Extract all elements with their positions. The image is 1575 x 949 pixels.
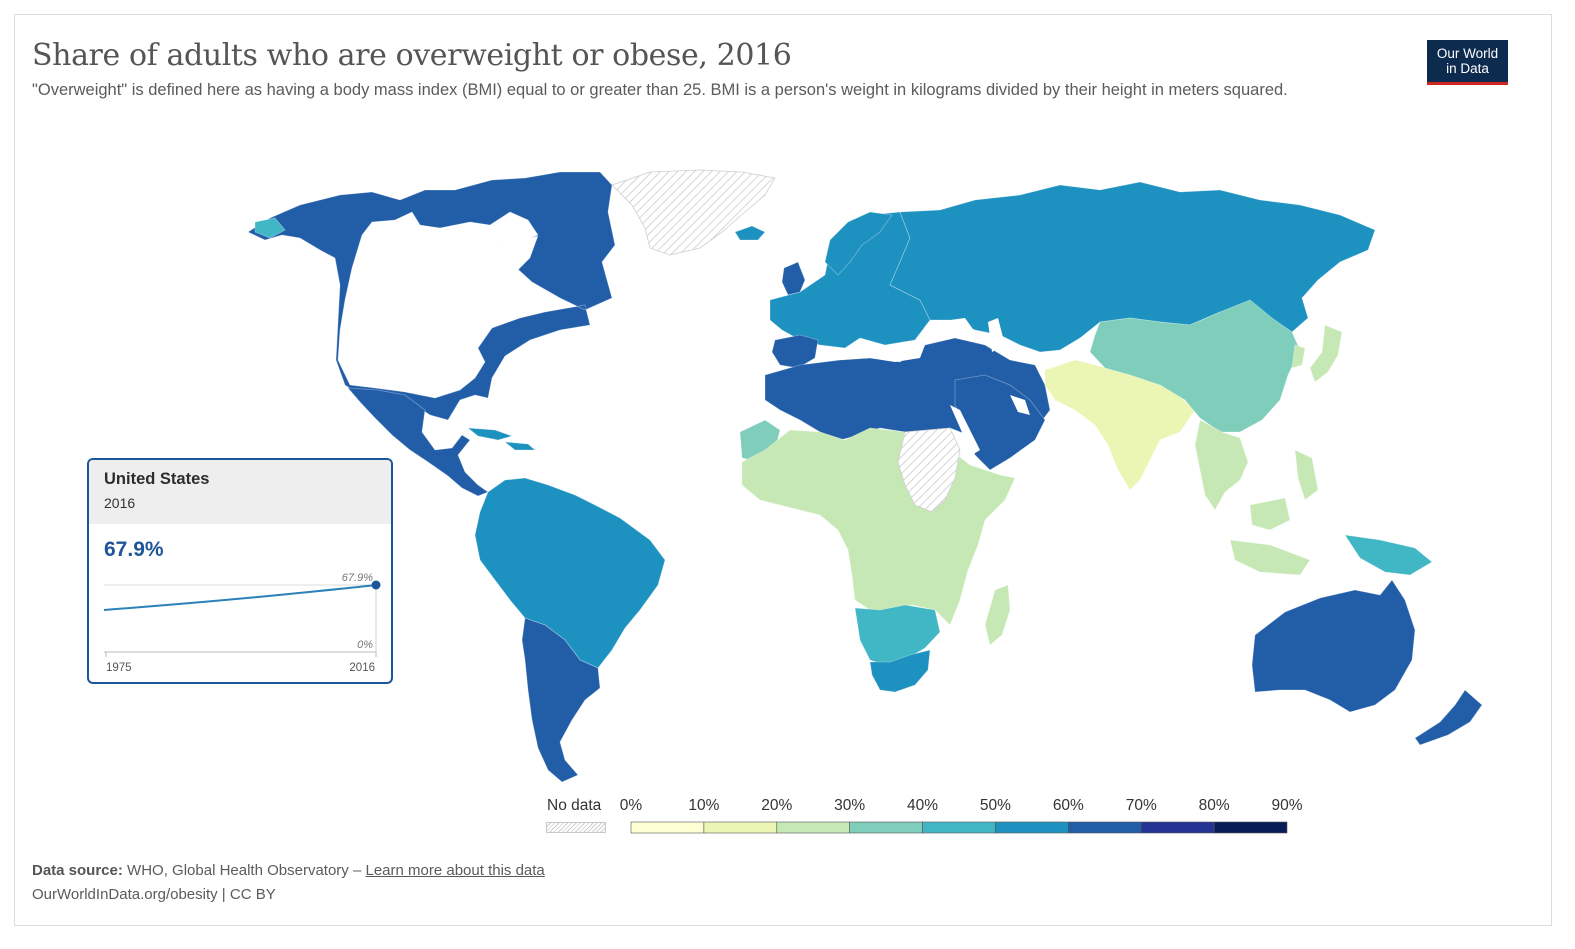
sparkline-x-start: 1975 [106,662,132,674]
learn-more-link[interactable]: Learn more about this data [365,862,545,879]
region-papua[interactable] [1344,534,1433,576]
legend-bin-0[interactable] [630,821,705,834]
legend-bin-5[interactable] [995,821,1069,834]
owid-logo[interactable]: Our World in Data [1427,40,1508,85]
region-iceland[interactable] [734,225,766,241]
mediterranean-sea [815,345,925,362]
region-southern-africa[interactable] [854,604,941,666]
chart-title: Share of adults who are overweight or ob… [32,38,792,73]
legend-tick-2: 20% [761,797,793,814]
chart-subtitle: "Overweight" is defined here as having a… [32,81,1288,99]
caspian-sea [988,318,1005,352]
legend-bin-3[interactable] [849,821,923,834]
region-new-zealand[interactable] [1414,689,1483,746]
region-greenland[interactable] [611,169,776,256]
region-japan[interactable] [1291,324,1343,383]
region-southern-cone[interactable] [521,617,601,783]
chart-frame [14,14,1552,926]
region-southeast-asia[interactable] [1194,419,1319,576]
legend-bin-8[interactable] [1213,821,1288,834]
legend-bin-1[interactable] [703,821,778,834]
region-south-america-north[interactable] [474,477,666,669]
site-url[interactable]: OurWorldInData.org/obesity | CC BY [32,886,276,903]
region-australia[interactable] [1251,579,1416,713]
legend-tick-5: 50% [979,797,1011,814]
legend-bin-2[interactable] [776,821,850,834]
source-label: Data source: [32,862,123,879]
region-madagascar[interactable] [984,584,1011,646]
region-sahel-central-africa[interactable] [741,427,1016,626]
region-china[interactable] [1089,299,1301,433]
region-north-america[interactable] [247,171,616,421]
region-alaska-islands[interactable] [254,217,286,239]
tooltip-value: 67.9% [104,538,164,561]
legend-bin-4[interactable] [922,821,996,834]
legend-tick-8: 80% [1198,797,1230,814]
tooltip-country: United States [104,470,210,488]
region-caribbean[interactable] [466,427,537,451]
sparkline-zero-label: 0% [357,639,373,651]
legend-tick-6: 60% [1052,797,1084,814]
region-iberia[interactable] [771,334,819,369]
sparkline-line [103,584,377,611]
region-scandinavia[interactable] [824,211,893,276]
legend-bin-6[interactable] [1068,821,1142,834]
hudson-bay [500,236,538,270]
sparkline-end-label: 67.9% [342,572,373,584]
black-sea [935,318,975,338]
legend-tick-0: 0% [619,797,643,814]
country-tooltip: United States 2016 67.9% 67.9% 0% 1975 2… [87,458,393,684]
legend-tick-3: 30% [834,797,866,814]
sparkline-x-end: 2016 [349,662,375,674]
tooltip-sparkline: 67.9% 0% 1975 2016 [103,572,381,674]
data-source: Data source: WHO, Global Health Observat… [32,862,545,879]
source-text: WHO, Global Health Observatory – [127,862,362,879]
legend-tick-4: 40% [907,797,939,814]
region-south-africa[interactable] [869,649,931,693]
legend-tick-9: 90% [1271,797,1303,814]
region-mexico-central-america[interactable] [347,387,489,497]
tooltip-header: United States 2016 [89,460,391,524]
legend-color-scale [630,821,1288,834]
legend-tick-1: 10% [688,797,720,814]
logo-line-1: Our World [1436,46,1499,61]
sparkline-endpoint [371,580,381,590]
legend-bin-7[interactable] [1140,821,1215,834]
logo-line-2: in Data [1446,61,1489,76]
region-uk[interactable] [781,261,806,296]
red-sea [950,405,980,455]
persian-gulf [1010,395,1030,415]
region-sudan[interactable] [897,427,961,513]
legend-no-data-label: No data [547,797,602,814]
tooltip-year: 2016 [104,495,136,511]
legend-no-data-swatch[interactable] [546,822,606,833]
legend-tick-7: 70% [1125,797,1157,814]
